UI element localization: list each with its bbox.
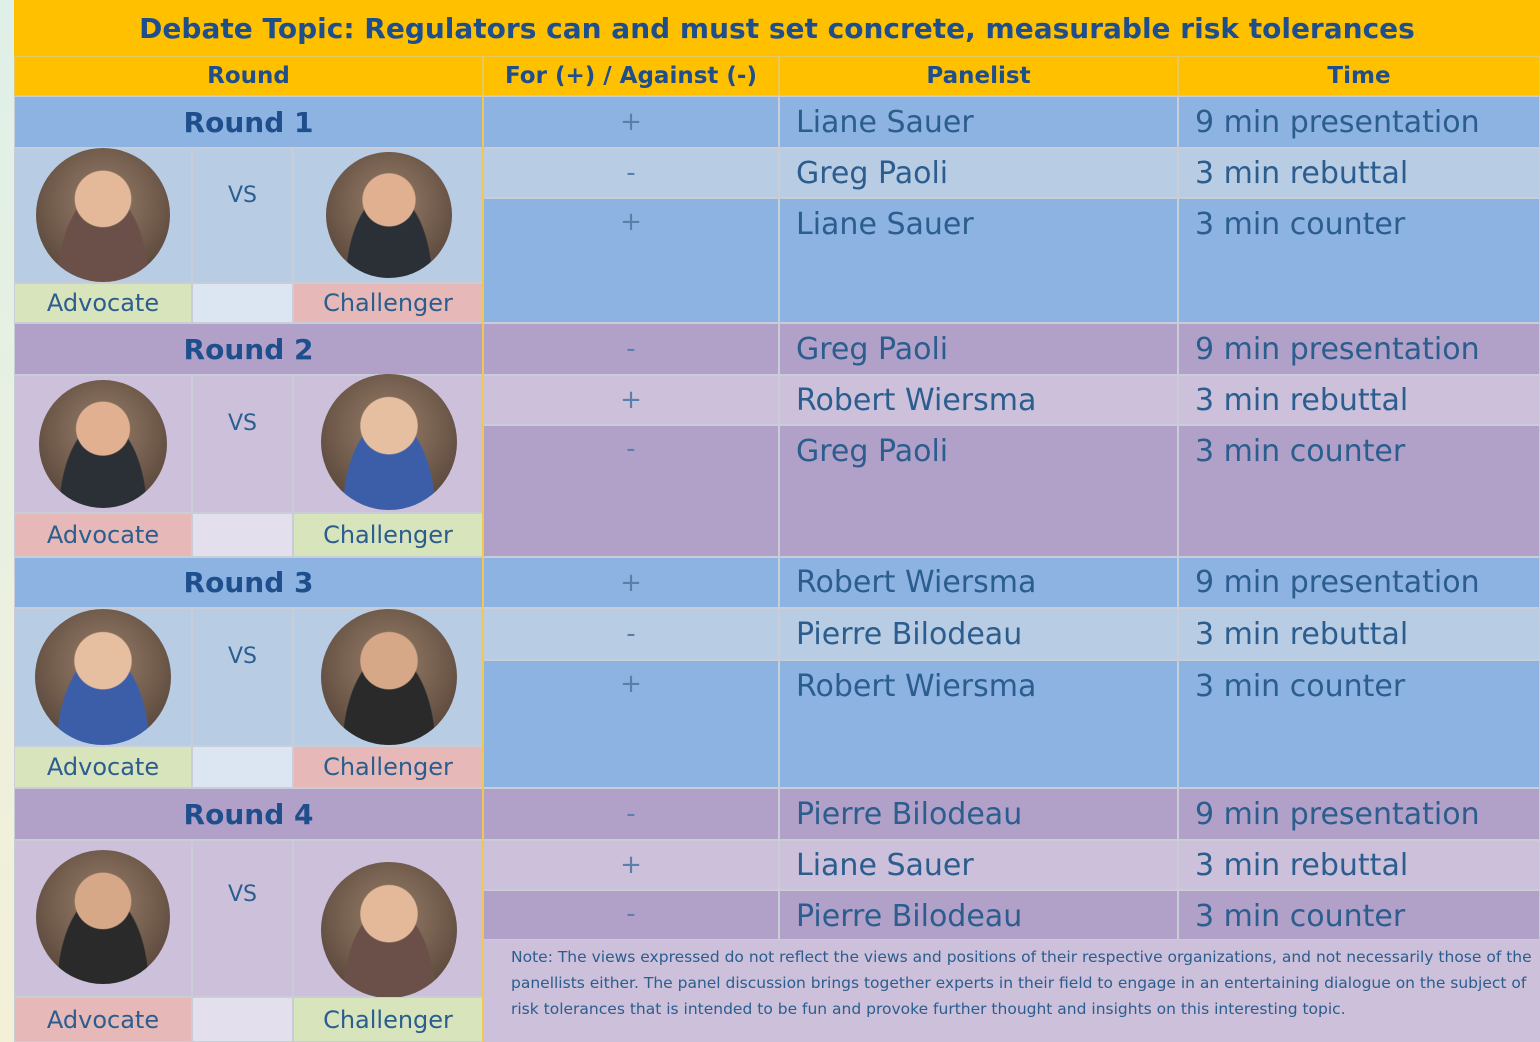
time-cell: 3 min counter bbox=[1178, 198, 1540, 323]
role-blank bbox=[192, 997, 293, 1042]
round-label: Round 4 bbox=[14, 788, 483, 840]
round-label: Round 1 bbox=[14, 96, 483, 148]
role-label: Advocate bbox=[14, 283, 192, 323]
panelist-cell: Robert Wiersma bbox=[779, 557, 1178, 608]
panelist-cell: Robert Wiersma bbox=[779, 375, 1178, 425]
time-cell: 9 min presentation bbox=[1178, 788, 1540, 840]
time-cell: 9 min presentation bbox=[1178, 557, 1540, 608]
role-blank bbox=[192, 513, 293, 557]
role-label: Challenger bbox=[293, 283, 483, 323]
panelist-cell: Greg Paoli bbox=[779, 148, 1178, 198]
side-cell: - bbox=[483, 425, 779, 557]
panelist-cell: Liane Sauer bbox=[779, 840, 1178, 890]
role-label: Advocate bbox=[14, 746, 192, 788]
panelist-photo bbox=[321, 862, 457, 998]
side-cell: + bbox=[483, 375, 779, 425]
panelist-photo bbox=[36, 850, 170, 984]
panelist-cell: Liane Sauer bbox=[779, 96, 1178, 148]
side-cell: - bbox=[483, 148, 779, 198]
role-label: Challenger bbox=[293, 513, 483, 557]
column-header: Panelist bbox=[779, 56, 1178, 96]
round-label: Round 3 bbox=[14, 557, 483, 608]
panelist-cell: Liane Sauer bbox=[779, 198, 1178, 323]
title-bar: Debate Topic: Regulators can and must se… bbox=[14, 0, 1540, 56]
panelist-photo bbox=[35, 609, 171, 745]
side-cell: - bbox=[483, 890, 779, 940]
panelist-cell: Pierre Bilodeau bbox=[779, 608, 1178, 660]
panelist-photo bbox=[36, 148, 170, 282]
time-cell: 9 min presentation bbox=[1178, 96, 1540, 148]
side-cell: + bbox=[483, 96, 779, 148]
side-cell: + bbox=[483, 840, 779, 890]
column-header: Round bbox=[14, 56, 483, 96]
role-label: Challenger bbox=[293, 997, 483, 1042]
side-cell: - bbox=[483, 608, 779, 660]
column-divider bbox=[482, 96, 484, 1042]
role-label: Challenger bbox=[293, 746, 483, 788]
side-cell: + bbox=[483, 557, 779, 608]
side-cell: - bbox=[483, 323, 779, 375]
panelist-photo bbox=[326, 152, 452, 278]
vs-cell: VS bbox=[192, 148, 293, 283]
time-cell: 3 min rebuttal bbox=[1178, 375, 1540, 425]
panelist-cell: Robert Wiersma bbox=[779, 660, 1178, 788]
vs-cell: VS bbox=[192, 375, 293, 513]
time-cell: 3 min rebuttal bbox=[1178, 148, 1540, 198]
panelist-cell: Pierre Bilodeau bbox=[779, 788, 1178, 840]
panelist-cell: Greg Paoli bbox=[779, 323, 1178, 375]
time-cell: 3 min counter bbox=[1178, 660, 1540, 788]
time-cell: 3 min rebuttal bbox=[1178, 840, 1540, 890]
role-blank bbox=[192, 283, 293, 323]
role-blank bbox=[192, 746, 293, 788]
time-cell: 3 min counter bbox=[1178, 425, 1540, 557]
role-label: Advocate bbox=[14, 997, 192, 1042]
panelist-photo bbox=[321, 609, 457, 745]
role-label: Advocate bbox=[14, 513, 192, 557]
panelist-cell: Pierre Bilodeau bbox=[779, 890, 1178, 940]
side-cell: - bbox=[483, 788, 779, 840]
note: Note: The views expressed do not reflect… bbox=[483, 940, 1540, 1042]
panelist-photo bbox=[321, 374, 457, 510]
column-header: Time bbox=[1178, 56, 1540, 96]
time-cell: 3 min rebuttal bbox=[1178, 608, 1540, 660]
column-header: For (+) / Against (-) bbox=[483, 56, 779, 96]
time-cell: 9 min presentation bbox=[1178, 323, 1540, 375]
time-cell: 3 min counter bbox=[1178, 890, 1540, 940]
panelist-photo bbox=[39, 380, 167, 508]
side-cell: + bbox=[483, 198, 779, 323]
round-label: Round 2 bbox=[14, 323, 483, 375]
panelist-cell: Greg Paoli bbox=[779, 425, 1178, 557]
vs-cell: VS bbox=[192, 840, 293, 997]
vs-cell: VS bbox=[192, 608, 293, 746]
side-cell: + bbox=[483, 660, 779, 788]
